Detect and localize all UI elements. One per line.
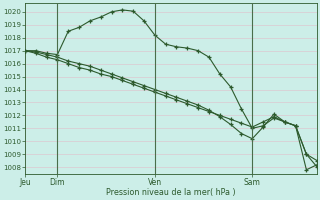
X-axis label: Pression niveau de la mer( hPa ): Pression niveau de la mer( hPa )	[106, 188, 236, 197]
